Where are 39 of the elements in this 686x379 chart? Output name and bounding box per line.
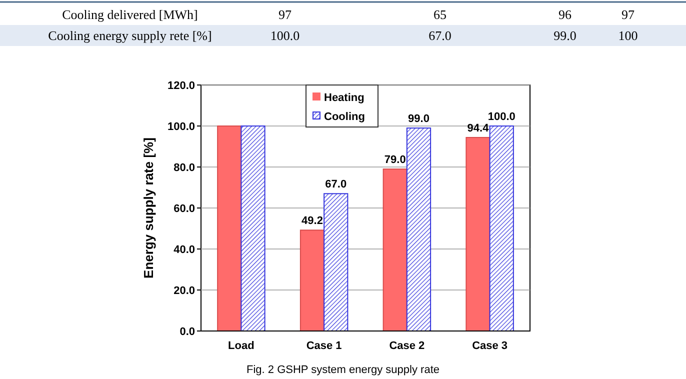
text: 100.0: [270, 28, 300, 43]
x-tick-label: Load: [228, 340, 254, 352]
data-label: 79.0: [384, 154, 406, 166]
text: 65: [434, 7, 446, 22]
text: Cooling energy supply rete [%]: [48, 28, 212, 43]
x-tick-label: Case 1: [306, 340, 342, 352]
text: 99.0: [554, 28, 576, 43]
y-tick-label: 80.0: [174, 162, 195, 174]
bar: [324, 193, 348, 332]
y-tick-label: 100.0: [167, 120, 195, 133]
bar: [382, 168, 408, 332]
bar: [240, 126, 266, 332]
text: 97: [278, 7, 292, 22]
data-label: 67.0: [325, 178, 347, 191]
data-label: 94.4: [467, 122, 490, 134]
y-tick-label: 40.0: [174, 244, 195, 256]
y-tick-label: 60.0: [174, 202, 195, 215]
legend-label: Heating: [324, 92, 364, 104]
caption: Fig. 2 GSHP system energy supply rate: [246, 364, 440, 376]
text: 100: [618, 28, 638, 43]
data-label: 99.0: [408, 113, 430, 126]
data-label: 100.0: [488, 111, 516, 123]
x-tick-label: Case 3: [472, 340, 508, 352]
bar: [406, 128, 432, 332]
bar: [466, 136, 490, 332]
bar: [489, 126, 514, 332]
y-tick-label: 120.0: [167, 80, 195, 92]
text: Cooling delivered [MWh]: [62, 7, 198, 22]
y-tick-label: 0.0: [180, 326, 195, 338]
y-axis-title: Energy supply rate [%]: [141, 138, 156, 278]
bar: [300, 230, 325, 332]
text: 67.0: [428, 28, 452, 43]
legend-label: Cooling: [324, 111, 365, 123]
text: 97: [622, 7, 635, 22]
text: 96: [558, 7, 572, 22]
y-tick-label: 20.0: [174, 284, 195, 297]
bar: [217, 126, 242, 332]
data-label: 49.2: [302, 215, 323, 228]
x-tick-label: Case 2: [389, 340, 425, 352]
